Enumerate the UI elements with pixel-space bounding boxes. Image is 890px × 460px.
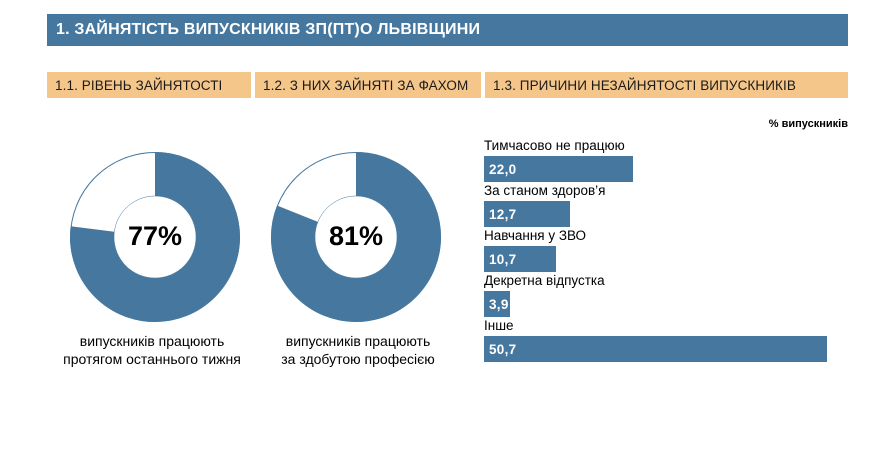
section-header-employment-level: 1.1. РІВЕНЬ ЗАЙНЯТОСТІ (47, 72, 251, 98)
donut-value-label: 81% (329, 221, 383, 251)
donut-outline (271, 152, 441, 322)
bar (484, 291, 510, 317)
bar-category-label: Декретна відпустка (484, 273, 605, 288)
donut-caption-profession: випускників працюють за здобутою професі… (281, 333, 435, 367)
bar-value-label: 22,0 (489, 162, 517, 177)
donut-chart-employment: 77% (70, 152, 240, 322)
donut-outline (70, 152, 240, 322)
bar-category-label: Навчання у ЗВО (484, 228, 587, 243)
donut-caption-employment: випускників працюють протягом останнього… (63, 333, 241, 367)
section-header-employed-by-profession: 1.2. З НИХ ЗАЙНЯТІ ЗА ФАХОМ (255, 72, 481, 98)
chart-unit-label: % випускників (768, 118, 848, 130)
bar-category-label: За станом здоров’я (484, 183, 606, 198)
bar-value-label: 50,7 (489, 342, 517, 357)
bar (484, 246, 556, 272)
bar-value-label: 12,7 (489, 207, 517, 222)
donut-segment (271, 152, 441, 322)
bar (484, 336, 827, 362)
bar-value-label: 3,9 (489, 297, 509, 312)
bar-value-label: 10,7 (489, 252, 517, 267)
donut-value-label: 77% (128, 221, 182, 251)
donut-hole (314, 195, 398, 279)
bar (484, 156, 633, 182)
bar (484, 201, 570, 227)
donut-chart-profession: 81% (271, 152, 441, 322)
donut-hole (113, 195, 197, 279)
donut-segment (70, 152, 240, 322)
section-header-unemployment-reasons: 1.3. ПРИЧИНИ НЕЗАЙНЯТОСТІ ВИПУСКНИКІВ (485, 72, 848, 98)
page-title: 1. ЗАЙНЯТІСТЬ ВИПУСКНИКІВ ЗП(ПТ)О ЛЬВІВЩ… (47, 14, 848, 46)
bar-category-label: Інше (484, 318, 514, 333)
bar-category-label: Тимчасово не працюю (484, 138, 625, 153)
